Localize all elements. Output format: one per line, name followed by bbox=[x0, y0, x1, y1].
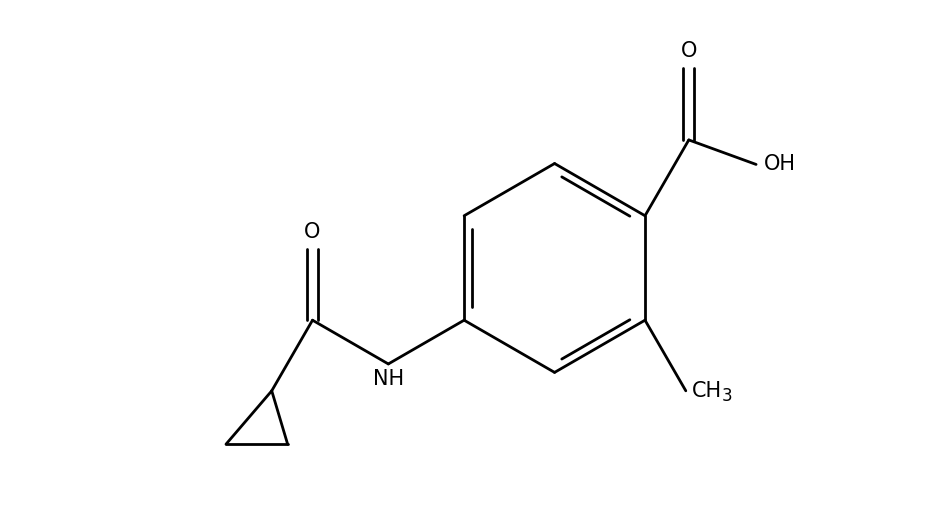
Text: O: O bbox=[304, 222, 321, 242]
Text: NH: NH bbox=[372, 369, 404, 389]
Text: CH: CH bbox=[692, 381, 722, 401]
Text: 3: 3 bbox=[722, 388, 732, 405]
Text: O: O bbox=[680, 41, 697, 61]
Text: OH: OH bbox=[764, 154, 796, 175]
